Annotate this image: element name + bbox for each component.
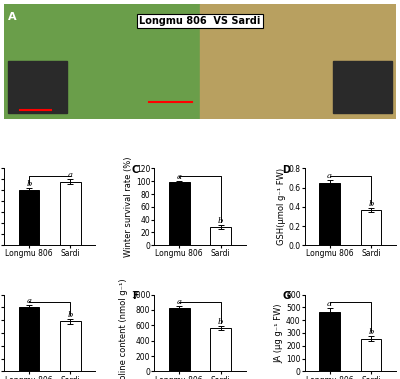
Text: G: G <box>282 291 290 301</box>
Bar <box>200 4 396 119</box>
Text: b: b <box>26 180 32 188</box>
Bar <box>60 321 81 371</box>
Y-axis label: Proline content (nmol g⁻¹): Proline content (nmol g⁻¹) <box>119 278 128 379</box>
Text: a: a <box>327 300 332 308</box>
Text: b: b <box>368 328 374 336</box>
Text: a: a <box>68 171 73 179</box>
Bar <box>319 313 340 371</box>
Text: b: b <box>218 218 224 226</box>
Text: Longmu 806  VS Sardi: Longmu 806 VS Sardi <box>139 16 261 26</box>
Text: D: D <box>282 164 290 175</box>
Text: b: b <box>368 200 374 208</box>
Text: a: a <box>177 173 182 181</box>
Bar <box>60 182 81 245</box>
Text: C: C <box>132 164 139 175</box>
Bar <box>169 309 190 371</box>
Text: a: a <box>26 297 31 305</box>
Bar <box>210 328 231 371</box>
Text: a: a <box>177 298 182 306</box>
Bar <box>8 61 67 113</box>
Text: b: b <box>218 318 224 326</box>
Bar <box>4 4 200 119</box>
Bar <box>18 307 39 371</box>
Text: F: F <box>132 291 138 301</box>
Bar <box>361 339 382 371</box>
Text: A: A <box>8 12 16 22</box>
Bar <box>319 183 340 245</box>
Bar <box>210 227 231 245</box>
Y-axis label: GSH(μmol g⁻¹ FW): GSH(μmol g⁻¹ FW) <box>277 168 286 245</box>
Y-axis label: JA (μg g⁻¹ FW): JA (μg g⁻¹ FW) <box>274 303 283 363</box>
Bar <box>169 182 190 245</box>
Bar <box>361 210 382 245</box>
Bar <box>333 61 392 113</box>
Y-axis label: Winter survival rate (%): Winter survival rate (%) <box>124 157 133 257</box>
Text: b: b <box>68 311 73 319</box>
Text: a: a <box>327 172 332 180</box>
Bar <box>18 190 39 245</box>
